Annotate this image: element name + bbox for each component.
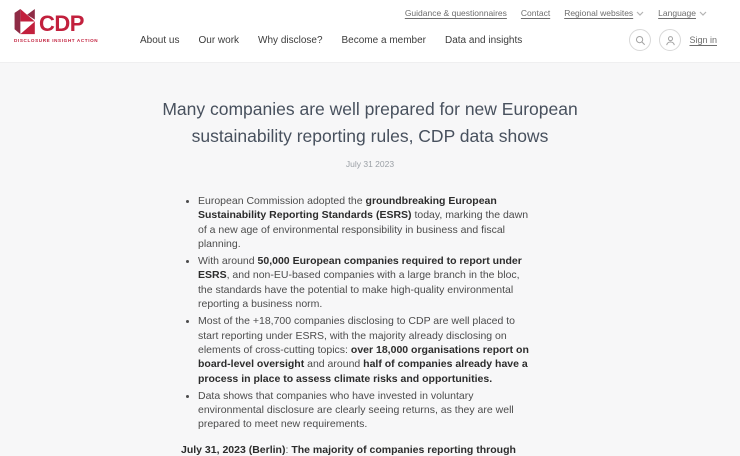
cdp-logo[interactable]: CDP DISCLOSURE INSIGHT ACTION: [14, 9, 98, 43]
utility-nav: Guidance & questionnaires Contact Region…: [405, 8, 707, 18]
nav-item-our-work[interactable]: Our work: [198, 35, 240, 46]
bullet-item: European Commission adopted the groundbr…: [198, 194, 537, 251]
utility-link-guidance[interactable]: Guidance & questionnaires: [404, 8, 507, 18]
cdp-tagline: DISCLOSURE INSIGHT ACTION: [14, 38, 99, 43]
main-content: Many companies are well prepared for new…: [0, 96, 740, 456]
bullet-item: Most of the +18,700 companies disclosing…: [198, 314, 537, 385]
nav-item-why-disclose[interactable]: Why disclose?: [258, 35, 323, 46]
sign-in-link[interactable]: Sign in: [689, 35, 717, 45]
page-title: Many companies are well prepared for new…: [162, 99, 578, 146]
main-nav: About us Our work Why disclose? Become a…: [140, 35, 522, 46]
cdp-logo-mark: [14, 9, 35, 35]
article-body: European Commission adopted the groundbr…: [181, 194, 537, 456]
lead-paragraph: July 31, 2023 (Berlin): The majority of …: [181, 443, 516, 456]
utility-link-label: Regional websites: [564, 8, 634, 18]
site-header: CDP DISCLOSURE INSIGHT ACTION Guidance &…: [0, 0, 740, 63]
cdp-logo-wordmark: CDP: [39, 11, 84, 36]
nav-item-about-us[interactable]: About us: [140, 35, 180, 46]
utility-link-regional-websites[interactable]: Regional websites: [564, 8, 644, 18]
search-button[interactable]: [629, 29, 652, 51]
utility-link-contact[interactable]: Contact: [520, 8, 551, 18]
nav-item-data-and-insights[interactable]: Data and insights: [445, 35, 523, 46]
chevron-down-icon: [699, 11, 707, 16]
article-date: July 31 2023: [345, 159, 395, 169]
search-icon: [635, 35, 646, 45]
chevron-down-icon: [636, 11, 644, 16]
utility-link-language[interactable]: Language: [658, 8, 707, 18]
summary-bullet-list: European Commission adopted the groundbr…: [181, 194, 537, 432]
user-icon: [666, 35, 675, 45]
user-button[interactable]: [659, 29, 682, 51]
utility-link-label: Language: [658, 8, 696, 18]
bullet-item: Data shows that companies who have inves…: [198, 389, 537, 432]
nav-item-become-a-member[interactable]: Become a member: [341, 35, 426, 46]
bullet-item: With around 50,000 European companies re…: [198, 254, 537, 311]
account-area: Sign in: [629, 29, 717, 51]
